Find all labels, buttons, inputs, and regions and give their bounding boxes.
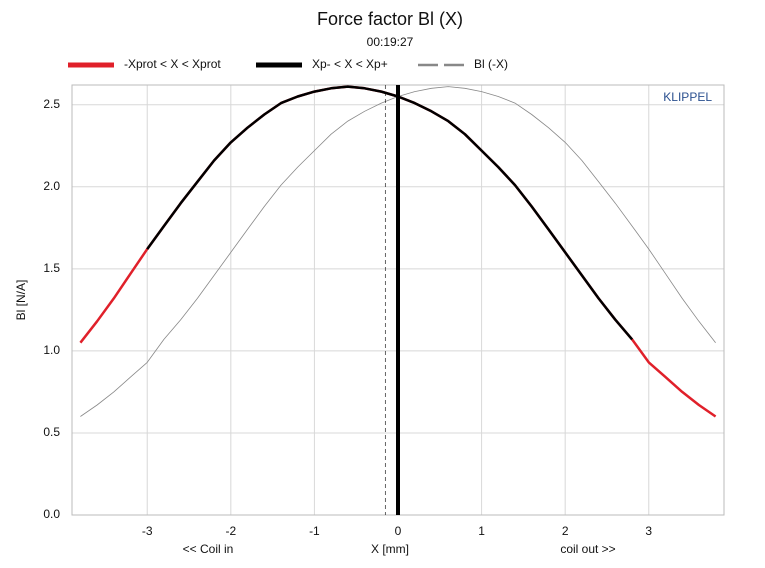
x-tick-label: 0 bbox=[395, 524, 402, 538]
watermark: KLIPPEL bbox=[663, 90, 712, 104]
line-series bbox=[146, 85, 634, 341]
x-tick-label: -2 bbox=[225, 524, 236, 538]
legend-label: -Xprot < X < Xprot bbox=[124, 57, 221, 71]
y-axis-label: Bl [N/A] bbox=[14, 280, 28, 321]
y-tick-label: 1.5 bbox=[43, 261, 60, 275]
subtitle: 00:19:27 bbox=[367, 35, 414, 49]
chart-title: Force factor Bl (X) bbox=[317, 9, 463, 29]
x-tick-label: -1 bbox=[309, 524, 320, 538]
x-tick-label: -3 bbox=[142, 524, 153, 538]
annotation: coil out >> bbox=[560, 542, 615, 556]
y-tick-label: 0.5 bbox=[43, 425, 60, 439]
legend-label: Xp- < X < Xp+ bbox=[312, 57, 388, 71]
legend-label: Bl (-X) bbox=[474, 57, 508, 71]
annotation: << Coil in bbox=[183, 542, 234, 556]
x-tick-label: 1 bbox=[478, 524, 485, 538]
x-tick-label: 3 bbox=[645, 524, 652, 538]
x-axis-label: X [mm] bbox=[371, 542, 409, 556]
y-tick-label: 1.0 bbox=[43, 343, 60, 357]
x-tick-label: 2 bbox=[562, 524, 569, 538]
y-tick-label: 0.0 bbox=[43, 507, 60, 521]
y-tick-label: 2.5 bbox=[43, 97, 60, 111]
y-tick-label: 2.0 bbox=[43, 179, 60, 193]
